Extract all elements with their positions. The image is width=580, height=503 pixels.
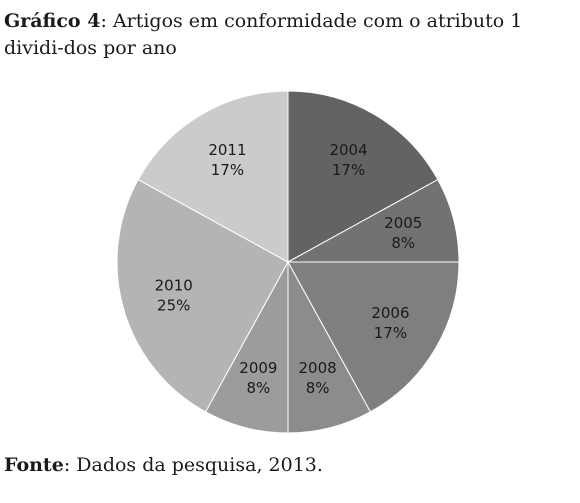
slice-label-2005: 2005 <box>384 214 422 232</box>
slice-value-2010: 25% <box>157 297 190 315</box>
pie-slices <box>116 90 460 434</box>
slice-label-2006: 2006 <box>371 304 409 322</box>
slice-label-2004: 2004 <box>329 141 367 159</box>
caption-text: : Artigos em conformidade com o atributo… <box>4 10 523 59</box>
slice-value-2005: 8% <box>391 234 415 252</box>
slice-value-2006: 17% <box>374 324 407 342</box>
slice-label-2008: 2008 <box>299 359 337 377</box>
slice-label-2010: 2010 <box>155 277 193 295</box>
source-prefix: Fonte <box>4 454 64 476</box>
slice-value-2004: 17% <box>332 161 365 179</box>
caption-prefix: Gráfico 4 <box>4 10 101 32</box>
pie-slice-2006 <box>287 261 460 413</box>
slice-label-2009: 2009 <box>239 359 277 377</box>
slice-label-2011: 2011 <box>208 141 246 159</box>
chart-source: Fonte: Dados da pesquisa, 2013. <box>4 452 576 479</box>
pie-slice-2011 <box>137 90 289 263</box>
slice-value-2009: 8% <box>247 379 271 397</box>
source-text: : Dados da pesquisa, 2013. <box>63 454 323 476</box>
slice-value-2011: 17% <box>211 161 244 179</box>
slice-value-2008: 8% <box>306 379 330 397</box>
pie-slice-2010 <box>116 178 289 413</box>
chart-caption: Gráfico 4: Artigos em conformidade com o… <box>4 8 576 62</box>
pie-slice-2004 <box>287 90 439 263</box>
pie-labels: 2004 17% 2005 8% 2006 17% 2008 8% 2009 8% 2010 25% 2… <box>155 141 423 397</box>
